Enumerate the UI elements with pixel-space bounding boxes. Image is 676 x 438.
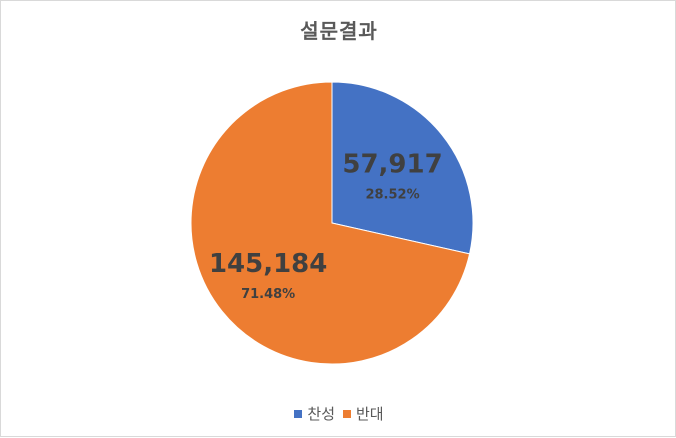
legend-swatch-oppose: [343, 409, 351, 418]
legend-label-oppose: 반대: [356, 405, 384, 423]
legend-swatch-agree: [294, 409, 303, 418]
legend-item-oppose: 반대: [343, 403, 384, 424]
pie-slice-oppose: [190, 81, 471, 365]
legend-label-agree: 찬성: [307, 405, 335, 423]
chart-title: 설문결과: [300, 19, 378, 43]
data-label-percent-oppose: 71.48%: [241, 287, 295, 302]
legend-item-agree: 찬성: [294, 403, 335, 424]
data-label-value-oppose: 145,184: [209, 249, 327, 279]
pie-slice-agree: [331, 81, 474, 255]
data-label-percent-agree: 28.52%: [365, 188, 419, 203]
legend: 찬성 반대: [1, 403, 676, 424]
data-label-value-agree: 57,917: [342, 150, 442, 180]
